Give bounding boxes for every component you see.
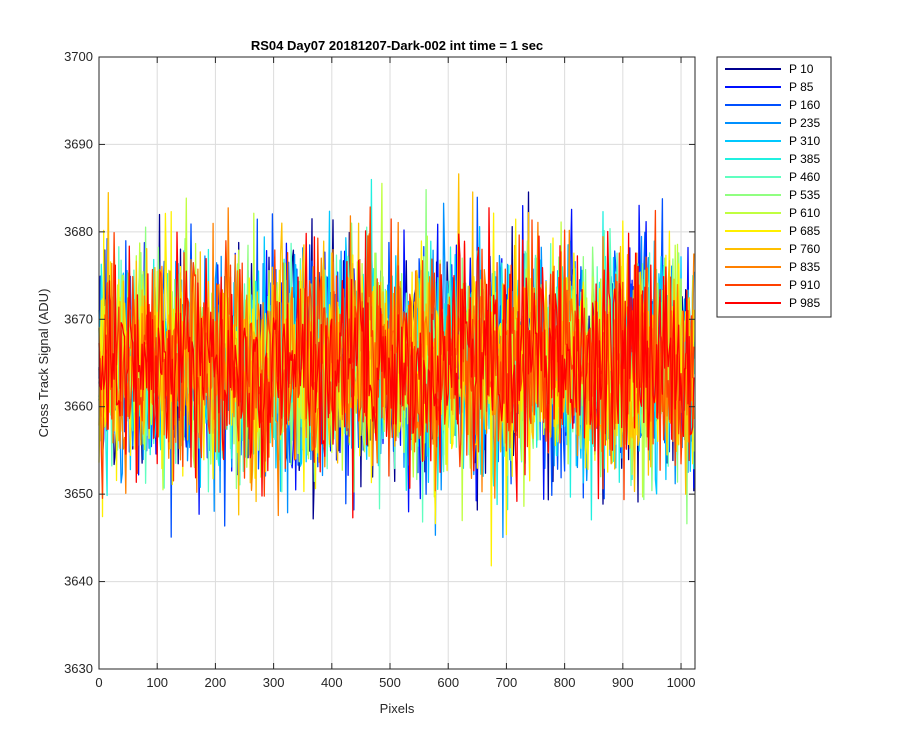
- x-tick-label: 900: [612, 675, 634, 690]
- x-tick-label: 800: [554, 675, 576, 690]
- y-tick-label: 3680: [64, 224, 93, 239]
- legend-label: P 310: [789, 134, 820, 148]
- legend-label: P 85: [789, 80, 814, 94]
- y-tick-label: 3670: [64, 311, 93, 326]
- series-line-p760: [98, 173, 695, 516]
- plot-frame: [98, 56, 696, 670]
- legend-label: P 910: [789, 278, 820, 292]
- chart-title: RS04 Day07 20181207-Dark-002 int time = …: [251, 38, 543, 53]
- x-tick-label: 100: [146, 675, 168, 690]
- y-tick-label: 3630: [64, 661, 93, 676]
- legend-label: P 460: [789, 170, 820, 184]
- legend-label: P 385: [789, 152, 820, 166]
- y-tick-label: 3660: [64, 399, 93, 414]
- x-axis-label: Pixels: [380, 701, 415, 716]
- axis-ticks: 0 100 200 300 400 500 600 700 800 900 1000 3630 3640…: [64, 49, 695, 690]
- x-tick-label: 300: [263, 675, 285, 690]
- x-tick-label: 1000: [667, 675, 696, 690]
- y-tick-label: 3640: [64, 574, 93, 589]
- x-tick-label: 200: [205, 675, 227, 690]
- x-tick-label: 600: [437, 675, 459, 690]
- y-tick-label: 3650: [64, 486, 93, 501]
- series-lines: [98, 173, 695, 567]
- y-tick-label: 3690: [64, 136, 93, 151]
- x-tick-label: 500: [379, 675, 401, 690]
- legend-box: [716, 56, 832, 318]
- legend-label: P 535: [789, 188, 820, 202]
- legend-label: P 985: [789, 296, 820, 310]
- x-tick-label: 400: [321, 675, 343, 690]
- series-line-p985: [98, 207, 695, 519]
- y-axis-label: Cross Track Signal (ADU): [36, 289, 51, 438]
- legend-label: P 610: [789, 206, 820, 220]
- x-tick-label: 0: [95, 675, 102, 690]
- legend-label: P 10: [789, 62, 814, 76]
- legend-label: P 235: [789, 116, 820, 130]
- legend-label: P 835: [789, 260, 820, 274]
- y-tick-label: 3700: [64, 49, 93, 64]
- legend[interactable]: P 10 P 85 P 160 P 235 P 310 P 385 P 460 P 535 P …: [716, 56, 832, 318]
- legend-label: P 160: [789, 98, 820, 112]
- legend-label: P 685: [789, 224, 820, 238]
- x-tick-label: 700: [496, 675, 518, 690]
- legend-label: P 760: [789, 242, 820, 256]
